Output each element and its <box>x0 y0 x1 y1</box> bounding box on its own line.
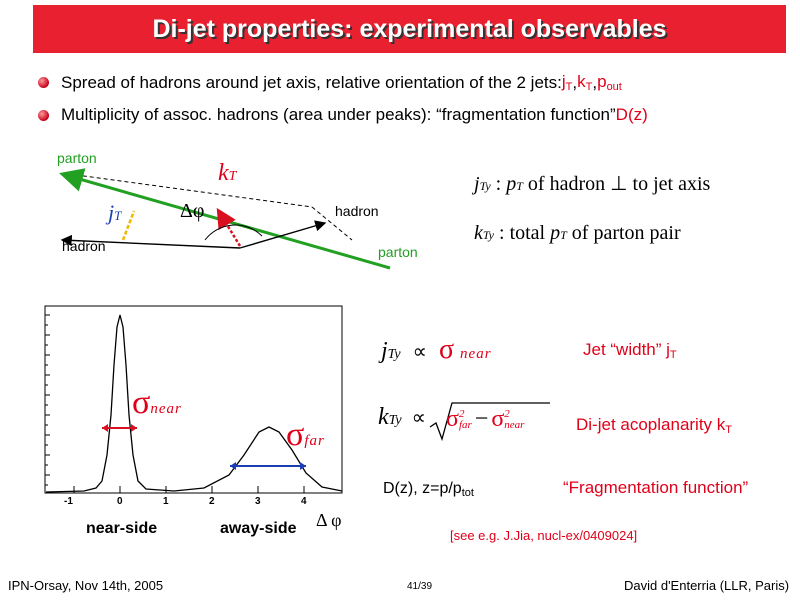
hadron-left-label: hadron <box>62 238 106 254</box>
relation-kt: kTy ∝ <box>378 404 426 430</box>
hadron-right-line <box>239 220 327 249</box>
kt-arrow <box>216 207 242 247</box>
y-ticks <box>45 314 50 486</box>
hadron-right-label: hadron <box>335 203 379 219</box>
dashed-guide <box>61 172 313 208</box>
dphi-label: Δφ <box>180 200 205 222</box>
sqrt-content: σ 2 far − σ 2 near <box>446 406 525 432</box>
kt-label: kT <box>218 160 237 186</box>
jt-arrow <box>121 210 136 241</box>
away-side-label: away-side <box>220 520 297 537</box>
x-tick-label: 0 <box>117 496 123 507</box>
footer-left: IPN-Orsay, Nov 14th, 2005 <box>8 578 164 593</box>
bullet-1-kt: kT <box>577 72 593 93</box>
jet-width-label: Jet “width” jT <box>583 340 677 361</box>
dijet-kinematics-diagram <box>59 168 391 270</box>
acoplanarity-label: Di-jet acoplanarity kT <box>576 415 733 436</box>
footer-right: David d'Enterria (LLR, Paris) <box>624 578 790 593</box>
x-tick-label: -1 <box>64 496 73 507</box>
bullet-icon <box>38 109 49 121</box>
bullet-2-dz: D(z) <box>615 105 648 124</box>
relation-dz: D(z), z=p/ptot <box>383 480 474 499</box>
jt-label: jT <box>108 200 122 225</box>
hadron-left-line <box>60 234 241 249</box>
page-number: 41/39 <box>407 581 433 592</box>
near-side-label: near-side <box>86 520 158 537</box>
x-tick-label: 2 <box>209 496 215 507</box>
definition-kty: kTy : total pT of parton pair <box>474 222 681 244</box>
bullet-icon <box>38 77 49 88</box>
bullet-2-text: Multiplicity of assoc. hadrons (area und… <box>61 105 616 124</box>
dphi-arc <box>204 224 263 241</box>
reference-note: [see e.g. J.Jia, nucl-ex/0409024] <box>450 528 638 543</box>
slide-title-bar: Di-jet properties: experimental observab… <box>33 5 786 53</box>
sqrt-sign <box>429 402 550 442</box>
parton-bottom-label: parton <box>378 244 418 260</box>
bullet-1-text: Spread of hadrons around jet axis, relat… <box>61 72 562 92</box>
sigma-far-label: σfar <box>286 416 325 453</box>
slide-title: Di-jet properties: experimental observab… <box>152 14 667 43</box>
sigma-near-label: σnear <box>132 384 182 421</box>
dashed-guide <box>311 206 353 241</box>
bullet-2: Multiplicity of assoc. hadrons (area und… <box>38 105 648 125</box>
parton-top-label: parton <box>57 150 97 166</box>
x-tick-label: 4 <box>301 496 307 507</box>
bullet-1-jt: jT <box>561 72 573 93</box>
x-tick-label: 3 <box>255 496 261 507</box>
bullet-1-sep-b: , <box>592 72 598 92</box>
x-tick-label: 1 <box>163 496 169 507</box>
dphi-axis-label: Δ φ <box>316 510 342 530</box>
correlation-plot <box>44 305 343 494</box>
correlation-curve <box>45 314 343 493</box>
plot-frame <box>44 305 343 494</box>
definition-jty: jTy : pT of hadron ⊥ to jet axis <box>474 173 711 195</box>
bullet-1-sep-a: , <box>572 72 578 92</box>
bullet-1-pout: pout <box>597 72 622 93</box>
bullet-1: Spread of hadrons around jet axis, relat… <box>38 72 622 93</box>
relation-jt: jTy ∝ σ near <box>381 334 492 365</box>
fragmentation-label: “Fragmentation function” <box>563 478 749 497</box>
